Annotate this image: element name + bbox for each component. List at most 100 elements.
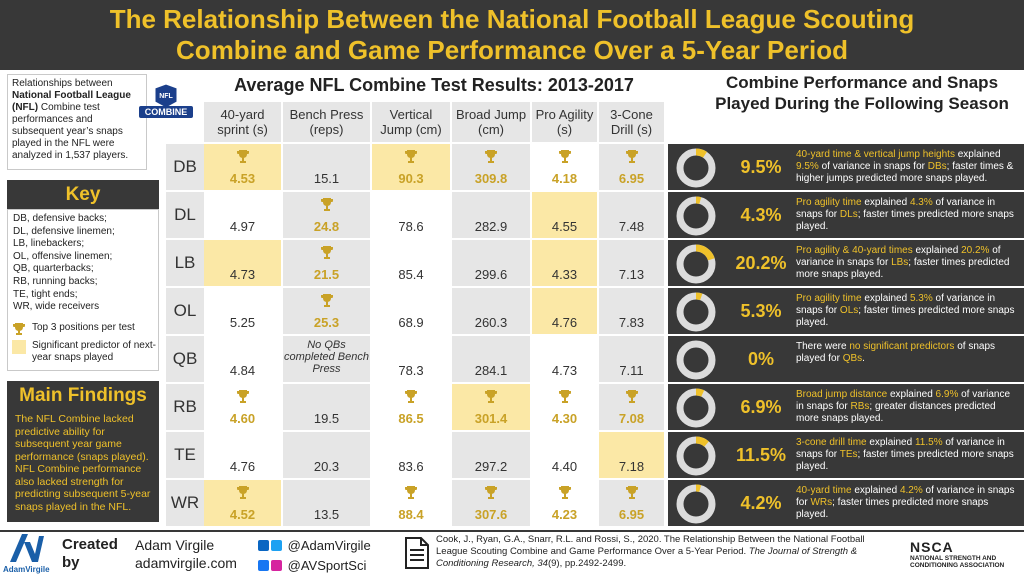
table-cell: 4.73 bbox=[532, 336, 597, 382]
table-cell: 4.84 bbox=[204, 336, 281, 382]
trophy-icon bbox=[236, 149, 250, 168]
adamvirgile-logo-icon bbox=[10, 534, 44, 562]
key-entry: TE, tight ends; bbox=[13, 288, 78, 300]
instagram-icon[interactable] bbox=[271, 560, 282, 571]
cell-value: 7.13 bbox=[618, 267, 645, 282]
table-cell: 7.13 bbox=[599, 240, 664, 286]
snaps-row: 4.3% Pro agility time explained 4.3% of v… bbox=[668, 192, 1024, 240]
citation-journal: The Journal of Strength & Conditioning R… bbox=[436, 546, 858, 569]
table-cell: 301.4 bbox=[452, 384, 530, 430]
cell-value: 83.6 bbox=[398, 459, 424, 474]
cell-value: 7.08 bbox=[618, 411, 645, 426]
cell-value: 4.76 bbox=[551, 315, 578, 330]
cell-value: 4.23 bbox=[551, 507, 578, 522]
twitter-icon[interactable] bbox=[271, 540, 282, 551]
key-entry: WR, wide receivers bbox=[13, 301, 100, 313]
trophy-icon bbox=[13, 323, 25, 335]
row-position-label: TE bbox=[166, 432, 204, 478]
variance-percent: 20.2% bbox=[735, 253, 787, 273]
trophy-icon bbox=[404, 389, 418, 408]
donut-track bbox=[676, 292, 716, 332]
key-entry: LB, linebackers; bbox=[13, 238, 85, 250]
cell-value: 284.1 bbox=[474, 363, 508, 378]
cell-value: 4.73 bbox=[229, 267, 256, 282]
trophy-icon bbox=[320, 197, 334, 216]
table-title: Average NFL Combine Test Results: 2013-2… bbox=[234, 75, 634, 95]
handle-instagram[interactable]: @AVSportSci bbox=[287, 558, 367, 573]
table-cell: 309.8 bbox=[452, 144, 530, 190]
page-title-line-1: The Relationship Between the National Fo… bbox=[109, 4, 915, 34]
table-cell: 4.18 bbox=[532, 144, 597, 190]
key-entry: DL, defensive linemen; bbox=[13, 225, 115, 237]
page-title-line-2: Combine and Game Performance Over a 5-Ye… bbox=[176, 35, 848, 65]
cell-value: 4.73 bbox=[551, 363, 578, 378]
legend-significant: Significant predictor of next-year snaps… bbox=[7, 340, 159, 364]
cell-value: 4.97 bbox=[229, 219, 256, 234]
cell-value: 307.6 bbox=[474, 507, 508, 522]
cell-value: 4.60 bbox=[229, 411, 256, 426]
cell-value: 4.84 bbox=[229, 363, 256, 378]
cell-value: 24.8 bbox=[313, 219, 340, 234]
cell-value: 85.4 bbox=[398, 267, 424, 282]
cell-value: 4.30 bbox=[551, 411, 578, 426]
donut-fill bbox=[676, 388, 716, 428]
variance-percent: 4.2% bbox=[740, 493, 782, 513]
cell-value: 4.53 bbox=[229, 171, 256, 186]
table-cell: 19.5 bbox=[283, 384, 370, 430]
row-position-label: QB bbox=[166, 336, 204, 382]
trophy-icon bbox=[558, 389, 572, 408]
trophy-icon bbox=[320, 293, 334, 312]
trophy-icon bbox=[558, 149, 572, 168]
variance-percent: 9.5% bbox=[740, 157, 782, 177]
donut-fill bbox=[676, 436, 716, 476]
by-label: by bbox=[62, 554, 80, 571]
donut-fill bbox=[676, 148, 716, 188]
cell-value: 297.2 bbox=[474, 459, 508, 474]
table-cell: 6.95 bbox=[599, 480, 664, 526]
table-cell: 5.25 bbox=[204, 288, 281, 334]
facebook-icon[interactable] bbox=[258, 560, 269, 571]
key-entry: RB, running backs; bbox=[13, 275, 98, 287]
donut-track bbox=[676, 340, 716, 380]
column-header: 40-yard sprint (s) bbox=[204, 102, 283, 142]
trophy-icon bbox=[236, 485, 250, 504]
table-cell: 4.53 bbox=[204, 144, 281, 190]
intro-text-post: Combine test performances and subsequent… bbox=[12, 102, 129, 161]
cell-value: 86.5 bbox=[398, 411, 424, 426]
cell-value: 282.9 bbox=[474, 219, 508, 234]
nsca-line-3: CONDITIONING ASSOCIATION bbox=[910, 562, 1005, 569]
cell-value: 7.11 bbox=[619, 363, 644, 378]
table-cell: 4.60 bbox=[204, 384, 281, 430]
linkedin-icon[interactable] bbox=[258, 540, 269, 551]
key-entry: OL, offensive linemen; bbox=[13, 250, 113, 262]
row-position-label: DB bbox=[166, 144, 204, 190]
table-cell: 85.4 bbox=[372, 240, 450, 286]
table-cell: 4.23 bbox=[532, 480, 597, 526]
donut-track bbox=[676, 388, 716, 428]
donut-track bbox=[676, 148, 716, 188]
table-cell: 7.08 bbox=[599, 384, 664, 430]
variance-donut bbox=[676, 292, 716, 332]
author-website[interactable]: adamvirgile.com bbox=[135, 555, 237, 571]
table-cell: 4.30 bbox=[532, 384, 597, 430]
trophy-icon bbox=[404, 149, 418, 168]
column-header: Bench Press (reps) bbox=[283, 102, 372, 142]
table-cell: 4.73 bbox=[204, 240, 281, 286]
variance-donut bbox=[676, 388, 716, 428]
column-header: Vertical Jump (cm) bbox=[372, 102, 452, 142]
trophy-icon bbox=[484, 389, 498, 408]
table-cell: 297.2 bbox=[452, 432, 530, 478]
table-cell: 88.4 bbox=[372, 480, 450, 526]
finding-text: Pro agility time explained 4.3% of varia… bbox=[796, 197, 1014, 232]
table-cell: 25.3 bbox=[283, 288, 370, 334]
nsca-wordmark: NSCA bbox=[910, 539, 954, 555]
variance-donut bbox=[676, 148, 716, 188]
cell-note: No QBs completed Bench Press bbox=[284, 339, 369, 375]
handle-twitter[interactable]: @AdamVirgile bbox=[287, 538, 371, 553]
key-title: Key bbox=[7, 180, 159, 209]
intro-text-pre: Relationships between bbox=[12, 78, 113, 89]
donut-fill bbox=[676, 196, 716, 236]
cell-value: 4.76 bbox=[229, 459, 256, 474]
table-cell: 13.5 bbox=[283, 480, 370, 526]
row-position-label: DL bbox=[166, 192, 204, 238]
